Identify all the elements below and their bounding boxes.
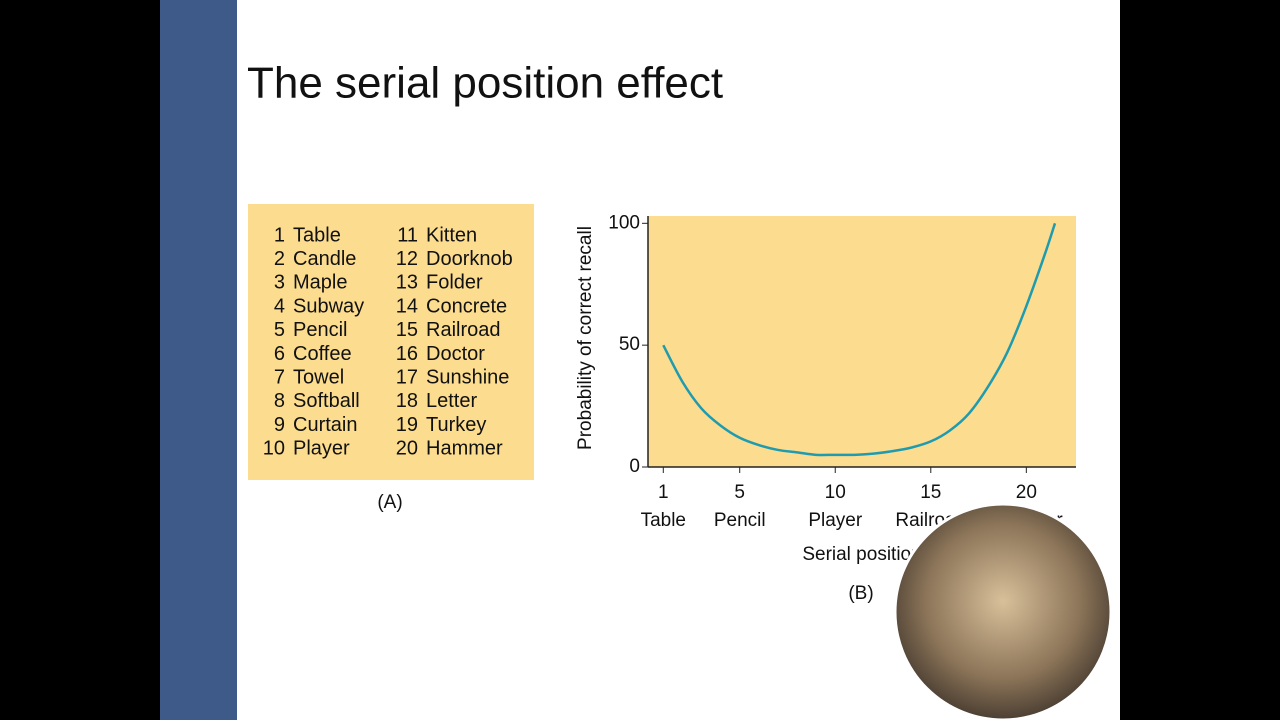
word: Curtain bbox=[293, 414, 357, 436]
word-number: 16 bbox=[396, 343, 418, 365]
word-number: 3 bbox=[274, 272, 285, 294]
word-number: 17 bbox=[396, 366, 418, 388]
word-number: 1 bbox=[274, 224, 285, 246]
word: Folder bbox=[426, 272, 483, 294]
word-number: 4 bbox=[274, 295, 285, 317]
x-tick-label: 15 bbox=[920, 482, 941, 503]
word-number: 13 bbox=[396, 272, 418, 294]
webcam-overlay bbox=[893, 502, 1113, 720]
word: Player bbox=[293, 438, 350, 460]
word: Coffee bbox=[293, 343, 352, 365]
word: Letter bbox=[426, 390, 477, 412]
y-tick-label: 0 bbox=[629, 456, 640, 477]
word-number: 9 bbox=[274, 414, 285, 436]
word-number: 6 bbox=[274, 343, 285, 365]
word-number: 15 bbox=[396, 319, 418, 341]
y-axis-title: Probability of correct recall bbox=[575, 226, 596, 450]
x-tick-word: Pencil bbox=[714, 510, 766, 531]
x-tick-label: 1 bbox=[658, 482, 669, 503]
word-number: 8 bbox=[274, 390, 285, 412]
word: Candle bbox=[293, 248, 356, 270]
x-tick-word: Table bbox=[641, 510, 686, 531]
x-tick-label: 10 bbox=[825, 482, 846, 503]
word: Turkey bbox=[426, 414, 486, 436]
x-tick-word: Player bbox=[808, 510, 863, 531]
word: Pencil bbox=[293, 319, 347, 341]
word: Maple bbox=[293, 272, 347, 294]
word-number: 14 bbox=[396, 295, 418, 317]
chart: 0501001Table5Pencil10Player15Railroad20H… bbox=[575, 212, 1076, 604]
word-number: 12 bbox=[396, 248, 418, 270]
word-number: 5 bbox=[274, 319, 285, 341]
word-number: 18 bbox=[396, 390, 418, 412]
word: Towel bbox=[293, 366, 344, 388]
word: Hammer bbox=[426, 438, 503, 460]
x-axis-title: Serial position bbox=[802, 544, 921, 565]
word: Doctor bbox=[426, 343, 485, 365]
word: Kitten bbox=[426, 224, 477, 246]
word-list-box bbox=[248, 204, 534, 480]
x-tick-label: 5 bbox=[734, 482, 745, 503]
word-number: 19 bbox=[396, 414, 418, 436]
caption: (B) bbox=[848, 583, 873, 604]
word: Sunshine bbox=[426, 366, 509, 388]
word-number: 10 bbox=[263, 438, 285, 460]
y-tick-label: 50 bbox=[619, 334, 640, 355]
caption: (A) bbox=[377, 492, 402, 513]
word: Table bbox=[293, 224, 341, 246]
word-number: 11 bbox=[397, 224, 418, 246]
word: Railroad bbox=[426, 319, 500, 341]
slide-title: The serial position effect bbox=[247, 59, 723, 108]
recall-curve bbox=[662, 222, 1057, 457]
word-number: 20 bbox=[396, 438, 418, 460]
y-tick-label: 100 bbox=[608, 212, 640, 233]
word-list: 1 Table 2 Candle 3 Maple 4 Subway 5 Pencil 6 Coffee… bbox=[263, 224, 513, 459]
slide-accent-bar bbox=[160, 0, 237, 720]
word-number: 7 bbox=[274, 366, 285, 388]
word-number: 2 bbox=[274, 248, 285, 270]
word: Subway bbox=[293, 295, 364, 317]
x-tick-label: 20 bbox=[1016, 482, 1037, 503]
word: Concrete bbox=[426, 295, 507, 317]
word: Softball bbox=[293, 390, 360, 412]
word: Doorknob bbox=[426, 248, 513, 270]
